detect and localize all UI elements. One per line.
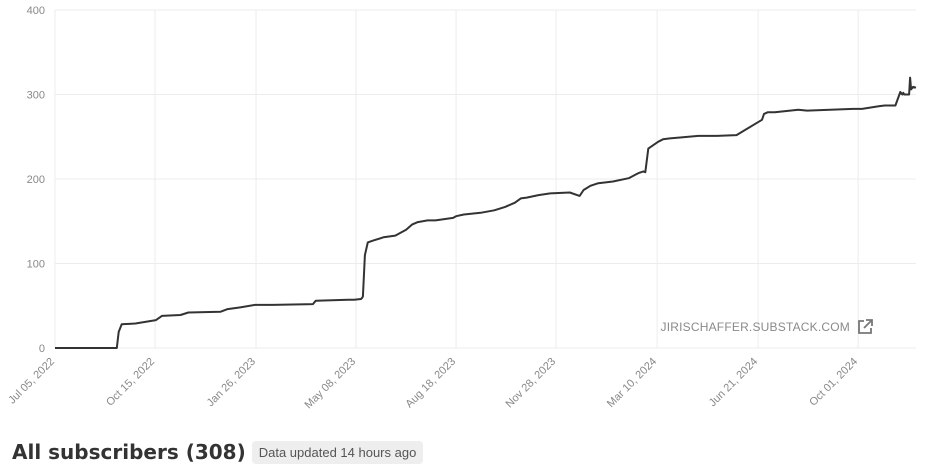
- x-tick-label: Oct 15, 2022: [104, 356, 157, 409]
- data-updated-badge: Data updated 14 hours ago: [251, 440, 424, 464]
- x-tick-label: Jan 26, 2023: [205, 356, 258, 409]
- y-axis-ticks: 0 100 200 300 400: [27, 5, 45, 355]
- y-tick-label: 100: [27, 259, 45, 271]
- x-tick-label: Aug 18, 2023: [403, 356, 458, 411]
- chart-title: All subscribers (308): [12, 440, 246, 464]
- source-link[interactable]: JIRISCHAFFER.SUBSTACK.COM: [661, 318, 874, 336]
- y-tick-label: 300: [27, 90, 45, 102]
- chart-footer: All subscribers (308) Data updated 14 ho…: [12, 440, 424, 464]
- y-tick-label: 200: [27, 174, 45, 186]
- x-tick-label: May 08, 2023: [303, 356, 359, 412]
- x-tick-label: Oct 01, 2024: [807, 356, 860, 409]
- source-label: JIRISCHAFFER.SUBSTACK.COM: [660, 320, 850, 334]
- x-tick-label: Nov 28, 2023: [503, 356, 558, 411]
- y-tick-label: 400: [27, 5, 45, 17]
- x-tick-label: Jun 21, 2024: [707, 356, 760, 409]
- y-tick-label: 0: [39, 343, 45, 355]
- subscriber-chart: 0 100 200 300 400 Jul 05, 2022 Oct 15, 2022 Ja…: [6, 5, 917, 412]
- subscribers-series-line: [55, 76, 917, 349]
- x-axis-ticks: Jul 05, 2022 Oct 15, 2022 Jan 26, 2023 May …: [6, 356, 860, 412]
- x-tick-label: Mar 10, 2024: [605, 356, 659, 410]
- x-tick-label: Jul 05, 2022: [6, 356, 57, 407]
- grid-lines: [54, 9, 916, 349]
- external-link-icon[interactable]: [856, 318, 874, 336]
